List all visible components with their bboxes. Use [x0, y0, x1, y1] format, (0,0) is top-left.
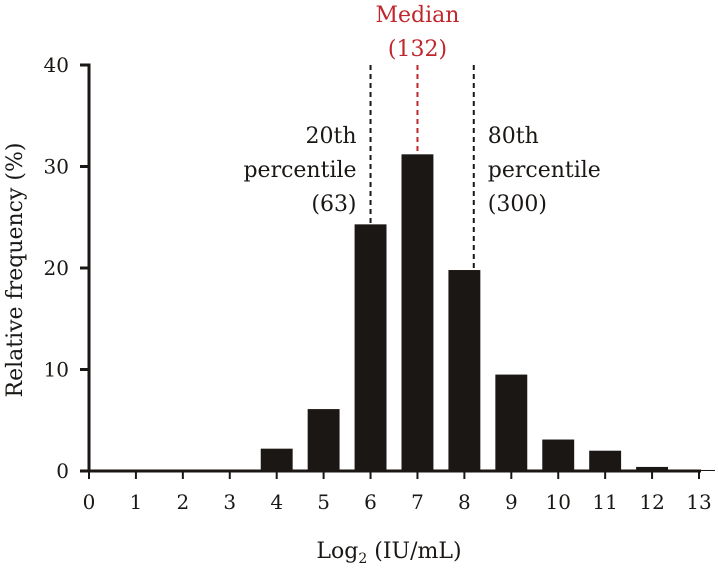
x-tick-label: 10: [546, 490, 571, 514]
x-tick-label: 4: [270, 490, 283, 514]
annotation-p80-line-0: 80th: [488, 124, 539, 149]
x-tick-label: 13: [686, 490, 711, 514]
annotation-p80-line-1: percentile: [488, 158, 601, 183]
y-tick-label: 40: [44, 53, 69, 77]
y-tick-label: 10: [44, 358, 69, 382]
x-tick-label: 1: [130, 490, 143, 514]
annotation-p20-line-2: (63): [311, 192, 356, 217]
y-tick-label: 20: [44, 256, 69, 280]
bar-7: [401, 154, 434, 471]
x-axis-label: Log2 (IU/mL): [316, 539, 461, 567]
x-tick-label: 8: [458, 490, 471, 514]
x-tick-label: 3: [223, 490, 236, 514]
bar-12: [636, 466, 669, 471]
annotation-median-line-0: Median: [375, 3, 459, 28]
bar-11: [589, 450, 622, 471]
bar-6: [354, 224, 387, 471]
y-tick-label: 30: [44, 155, 69, 179]
y-tick-label: 0: [56, 459, 69, 483]
x-tick-label: 7: [411, 490, 424, 514]
x-tick-label: 12: [639, 490, 664, 514]
y-axis-label: Relative frequency (%): [3, 143, 28, 398]
bar-5: [307, 409, 340, 471]
axes: [87, 63, 701, 473]
x-tick-label: 11: [592, 490, 617, 514]
bar-9: [495, 374, 528, 471]
annotation-p20-line-1: percentile: [243, 158, 356, 183]
x-tick-label: 6: [364, 490, 377, 514]
bar-4: [260, 448, 293, 471]
annotation-median-line-1: (132): [388, 37, 447, 62]
annotation-p80-line-2: (300): [488, 192, 547, 217]
x-tick-label: 0: [83, 490, 96, 514]
bar-10: [542, 439, 575, 471]
bar-8: [448, 270, 481, 471]
percentile-annotations: 20th percentile (63) Median (132) 80th percent…: [243, 3, 601, 271]
annotation-p20-line-0: 20th: [306, 124, 357, 149]
x-tick-label: 5: [317, 490, 330, 514]
bars: [119, 154, 715, 471]
x-tick-label: 9: [505, 490, 518, 514]
x-tick-label: 2: [176, 490, 189, 514]
